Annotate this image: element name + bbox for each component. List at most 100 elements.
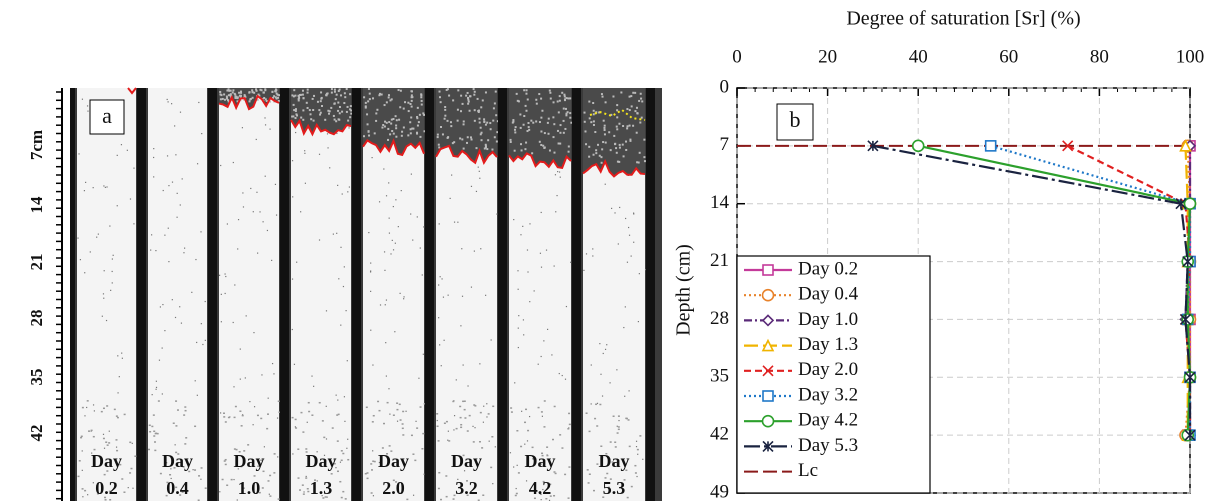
speckle: [390, 450, 393, 452]
speckle: [387, 138, 390, 141]
speckle: [588, 430, 591, 433]
speckle: [350, 112, 353, 115]
legend-label: Day 1.3: [798, 334, 858, 355]
speckle: [188, 470, 191, 473]
speckle: [294, 108, 297, 111]
speckle: [608, 131, 611, 134]
speckle: [533, 458, 536, 461]
speckle: [347, 438, 349, 440]
speckle: [367, 100, 370, 103]
speckle: [421, 274, 423, 276]
speckle: [245, 315, 247, 317]
speckle: [292, 95, 295, 98]
speckle: [224, 273, 226, 275]
speckle: [602, 496, 605, 498]
speckle: [465, 141, 468, 144]
speckle: [489, 128, 492, 131]
speckle: [266, 229, 269, 232]
speckle: [411, 127, 414, 130]
speckle: [294, 117, 297, 120]
panel-a: Day 0.2 Day 0.4 Day 1.0 Day 1.3 Day 2.0 Day 3.2 Day 4…: [27, 87, 662, 501]
speckle: [459, 405, 462, 408]
speckle: [455, 427, 458, 430]
speckle: [294, 94, 297, 97]
speckle: [452, 400, 455, 403]
speckle: [328, 110, 331, 113]
speckle: [642, 458, 644, 460]
speckle: [395, 199, 397, 201]
speckle: [550, 483, 552, 485]
speckle: [402, 410, 405, 413]
speckle: [155, 249, 157, 252]
speckle: [103, 270, 105, 272]
speckle: [257, 252, 259, 254]
speckle: [335, 394, 337, 396]
speckle: [423, 403, 426, 405]
speckle: [385, 342, 387, 344]
speckle: [391, 239, 393, 241]
speckle: [567, 97, 570, 100]
speckle: [117, 355, 119, 357]
speckle: [601, 148, 604, 151]
speckle: [219, 90, 222, 93]
speckle: [602, 119, 605, 122]
y-tick-label: 49: [710, 481, 729, 501]
legend-label: Day 1.0: [798, 309, 858, 330]
speckle: [558, 95, 561, 98]
speckle: [617, 426, 620, 428]
speckle: [486, 403, 488, 405]
speckle: [240, 465, 243, 468]
speckle: [419, 406, 422, 408]
speckle: [345, 110, 348, 113]
speckle: [273, 373, 275, 375]
speckle: [339, 94, 342, 97]
speckle: [242, 414, 244, 416]
speckle: [538, 140, 541, 143]
speckle: [639, 121, 642, 124]
speckle: [470, 286, 473, 288]
speckle: [388, 445, 391, 447]
speckle: [420, 93, 423, 96]
speckle: [326, 496, 328, 498]
speckle: [260, 89, 263, 92]
speckle: [633, 241, 635, 243]
speckle: [336, 414, 339, 416]
speckle: [540, 211, 542, 214]
speckle: [480, 131, 483, 134]
speckle: [473, 93, 476, 96]
speckle: [617, 428, 620, 431]
speckle: [588, 145, 591, 148]
speckle: [416, 115, 419, 118]
speckle: [81, 98, 84, 100]
speckle: [164, 330, 166, 332]
speckle: [484, 145, 487, 148]
x-tick-label: 40: [909, 46, 928, 67]
speckle: [325, 438, 328, 440]
speckle: [274, 183, 277, 186]
speckle: [532, 465, 534, 467]
speckle: [240, 91, 243, 94]
speckle: [528, 128, 531, 131]
speckle: [224, 292, 226, 295]
speckle: [565, 305, 568, 308]
speckle: [570, 261, 572, 263]
speckle: [292, 103, 295, 106]
speckle: [308, 410, 311, 413]
speckle: [117, 392, 119, 394]
speckle: [492, 405, 495, 408]
speckle: [613, 134, 616, 137]
speckle: [390, 98, 393, 101]
speckle: [184, 443, 187, 445]
speckle: [158, 359, 161, 361]
speckle: [111, 270, 113, 273]
speckle: [259, 88, 262, 91]
speckle: [106, 186, 108, 188]
speckle: [595, 149, 598, 152]
speckle: [615, 151, 618, 154]
speckle: [291, 278, 294, 280]
speckle: [492, 107, 495, 110]
speckle: [104, 186, 106, 188]
speckle: [636, 161, 639, 164]
speckle: [416, 124, 419, 127]
speckle: [384, 269, 386, 271]
